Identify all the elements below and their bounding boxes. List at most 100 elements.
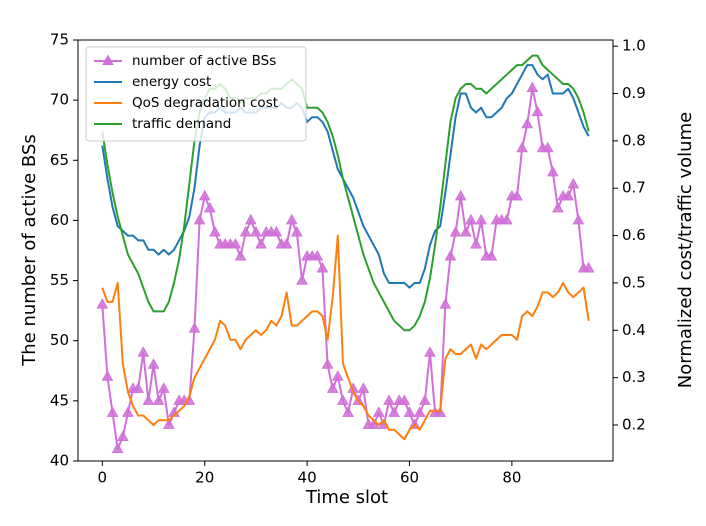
marker [582, 262, 595, 273]
marker [244, 213, 257, 225]
marker [552, 201, 564, 213]
marker [546, 165, 559, 177]
y2-tick-label: 0.7 [622, 179, 646, 197]
marker [403, 406, 416, 417]
marker [337, 394, 349, 405]
marker [342, 406, 354, 417]
marker [419, 394, 431, 405]
marker [147, 358, 160, 369]
marker [203, 201, 216, 213]
plot-frame [77, 39, 614, 462]
marker [229, 237, 242, 249]
y2-tick-label: 1.0 [622, 37, 646, 55]
marker [383, 394, 395, 405]
y-tick-label: 45 [50, 391, 69, 409]
marker [357, 382, 370, 393]
marker [142, 394, 155, 405]
y2-tick-label: 0.3 [622, 368, 646, 386]
marker [398, 394, 411, 405]
legend-label: QoS degradation cost [132, 95, 278, 111]
marker [188, 322, 201, 333]
legend-label: energy cost [132, 74, 211, 90]
y2-tick-label: 0.6 [622, 226, 646, 244]
marker [424, 346, 436, 357]
y-tick-label: 50 [50, 331, 69, 349]
marker [516, 141, 528, 153]
y-tick-label: 65 [50, 151, 69, 169]
y-tick-label: 75 [50, 31, 69, 49]
x-tick-label: 0 [98, 469, 108, 487]
marker [459, 225, 472, 237]
marker [500, 213, 513, 225]
marker [331, 370, 344, 381]
x-tick-label: 20 [195, 469, 214, 487]
legend: number of active BSs energy cost QoS degra… [85, 46, 307, 142]
marker [388, 406, 400, 417]
x-axis-label: Time slot [305, 487, 388, 508]
marker [255, 237, 267, 249]
marker [541, 141, 554, 153]
marker [122, 406, 134, 417]
marker [531, 105, 544, 117]
marker [434, 406, 447, 417]
marker [316, 262, 329, 273]
marker [280, 237, 293, 249]
marker [111, 442, 124, 453]
marker [270, 225, 283, 237]
y2-tick-label: 0.4 [622, 321, 646, 339]
marker [106, 406, 119, 417]
marker [475, 213, 488, 225]
x-tick-label: 60 [400, 469, 419, 487]
y2-tick-label: 0.5 [622, 273, 646, 291]
marker [326, 382, 339, 393]
marker [285, 213, 298, 225]
marker [291, 225, 303, 237]
marker [157, 382, 170, 393]
marker [137, 346, 150, 357]
y-tick-label: 60 [50, 211, 69, 229]
marker [152, 394, 165, 405]
marker [372, 406, 385, 417]
y2-axis-label: Normalized cost/traffic volume [675, 112, 696, 388]
marker [485, 249, 498, 261]
marker [562, 189, 575, 201]
marker [234, 249, 247, 261]
series-line [101, 87, 589, 450]
legend-box [85, 46, 307, 142]
marker [465, 213, 477, 225]
y-axis-label: The number of active BSs [19, 134, 40, 367]
y2-tick-label: 0.2 [622, 416, 646, 434]
marker [116, 430, 129, 441]
y-tick-label: 40 [50, 452, 69, 470]
marker [449, 225, 462, 237]
marker [526, 81, 539, 93]
marker [198, 189, 211, 201]
marker [250, 225, 262, 237]
marker [239, 225, 252, 237]
marker [321, 358, 334, 369]
legend-label: traffic demand [132, 116, 231, 132]
marker [511, 189, 523, 201]
marker [163, 418, 175, 429]
marker [96, 298, 109, 309]
legend-label: number of active BSs [132, 53, 276, 69]
marker [101, 370, 114, 381]
marker [444, 249, 457, 261]
marker [413, 406, 426, 417]
y2-tick-label: 0.8 [622, 131, 646, 149]
marker [132, 382, 145, 393]
y-tick-label: 70 [50, 91, 69, 109]
y-tick-label: 55 [50, 271, 69, 289]
y2-tick-label: 0.9 [622, 84, 646, 102]
marker [193, 213, 206, 225]
marker [521, 117, 534, 129]
marker [439, 298, 452, 309]
marker [454, 189, 467, 201]
marker [311, 249, 324, 261]
marker [572, 213, 585, 225]
marker [470, 237, 482, 249]
x-tick-label: 40 [298, 469, 317, 487]
marker [567, 177, 580, 189]
marker [209, 225, 221, 237]
